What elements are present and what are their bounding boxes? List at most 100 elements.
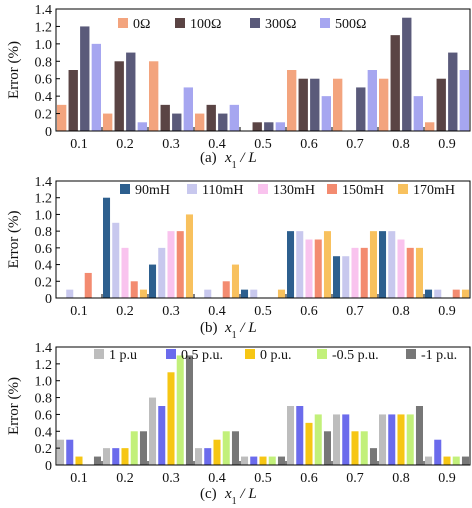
y-tick-label: 0.4: [35, 425, 53, 440]
bar: [314, 414, 322, 465]
legend-label: -0.5 p.u.: [332, 348, 379, 363]
bar: [402, 17, 412, 131]
bar: [415, 247, 423, 298]
legend-label: 1 p.u: [109, 348, 137, 363]
bar: [121, 247, 129, 298]
bar: [250, 289, 258, 298]
legend-swatch: [120, 184, 130, 194]
bar: [452, 456, 460, 465]
bar: [323, 231, 331, 298]
x-tick-label: 0.4: [208, 304, 226, 319]
legend-swatch: [187, 184, 197, 194]
bar: [130, 281, 138, 298]
x-tick-label: 0.6: [300, 137, 318, 152]
bar: [218, 113, 228, 131]
bar: [114, 61, 124, 131]
bar: [252, 122, 262, 131]
legend-swatch: [320, 18, 330, 28]
bar: [310, 78, 320, 131]
bar: [277, 456, 285, 465]
bar: [183, 87, 193, 131]
bar: [425, 289, 433, 298]
bar: [195, 113, 205, 131]
x-axis-label: x1 / L: [224, 150, 257, 171]
x-tick-label: 0.7: [346, 137, 364, 152]
bar: [66, 289, 74, 298]
bar: [448, 52, 458, 131]
x-tick-label: 0.1: [70, 471, 88, 486]
bar: [434, 289, 442, 298]
legend-label: 90mH: [135, 183, 170, 198]
legend-label: -1 p.u.: [421, 348, 457, 363]
y-tick-label: 1.0: [35, 38, 53, 53]
bar: [321, 96, 331, 131]
legend-label: 0Ω: [133, 17, 150, 32]
bar: [461, 456, 469, 465]
x-tick-label: 0.5: [254, 304, 272, 319]
bar: [388, 231, 396, 298]
y-tick-label: 0.4: [35, 259, 53, 274]
legend-swatch: [166, 349, 176, 359]
x-tick-label: 0.8: [392, 304, 410, 319]
bar: [84, 272, 92, 298]
bar: [436, 78, 446, 131]
bar: [158, 247, 166, 298]
legend-label: 0.5 p.u.: [181, 348, 223, 363]
bar: [80, 26, 90, 131]
bar: [305, 239, 313, 298]
plot-frame: [55, 8, 471, 132]
x-tick-label: 0.5: [254, 137, 272, 152]
x-tick-label: 0.3: [162, 471, 180, 486]
y-tick-label: 1.4: [35, 3, 53, 18]
bar: [367, 70, 377, 131]
bar: [185, 214, 193, 298]
bar: [287, 406, 295, 465]
bar: [231, 264, 239, 298]
bar: [413, 96, 423, 131]
legend-label: 150mH: [342, 183, 384, 198]
bar: [369, 448, 377, 465]
y-tick-label: 0.8: [35, 392, 53, 407]
y-tick-label: 0.6: [35, 242, 53, 257]
legend-swatch: [258, 184, 268, 194]
bar: [185, 355, 193, 465]
bar: [112, 448, 120, 465]
bar: [268, 456, 276, 465]
y-tick-label: 1.0: [35, 208, 53, 223]
bar: [379, 78, 389, 131]
bar: [176, 355, 184, 465]
plot-frame: [55, 346, 471, 466]
bar: [103, 113, 113, 131]
bar: [176, 231, 184, 298]
bar: [369, 231, 377, 298]
bar: [314, 239, 322, 298]
bar: [333, 256, 341, 298]
bar: [259, 456, 267, 465]
legend-swatch: [94, 349, 104, 359]
legend-label: 110mH: [202, 183, 243, 198]
chart-panel-3: 00.20.40.60.81.01.21.40.1 0.2 0.3 0.4 0.5 0.6…: [6, 341, 471, 507]
y-tick-label: 1.4: [35, 175, 53, 190]
chart-panel-2: 00.20.40.60.81.01.21.40.1 0.2 0.3 0.4 0.5 0.6…: [6, 175, 471, 341]
y-tick-label: 1.2: [35, 358, 53, 373]
y-tick-label: 1.2: [35, 192, 53, 207]
bar: [103, 197, 111, 298]
legend-swatch: [118, 18, 128, 28]
bar: [167, 372, 175, 465]
legend-label: 130mH: [273, 183, 315, 198]
y-tick-label: 0.2: [35, 108, 53, 123]
bar: [287, 231, 295, 298]
y-axis-label: Error (%): [6, 41, 22, 99]
bar: [204, 289, 212, 298]
x-tick-label: 0.6: [300, 471, 318, 486]
bar: [206, 104, 216, 131]
x-tick-label: 0.9: [438, 304, 456, 319]
y-tick-label: 0.2: [35, 442, 53, 457]
bar: [213, 439, 221, 465]
x-tick-label: 0.8: [392, 471, 410, 486]
bar: [360, 431, 368, 465]
y-tick-label: 0: [45, 459, 52, 474]
bar: [397, 239, 405, 298]
bar: [296, 231, 304, 298]
